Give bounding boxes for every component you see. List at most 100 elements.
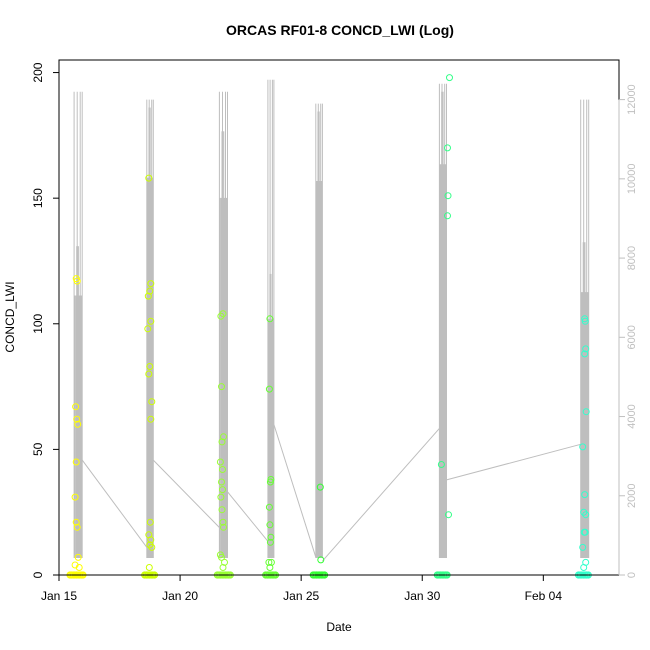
y-tick-label: 150 <box>31 188 45 208</box>
data-point-2-5 <box>216 458 224 466</box>
y2-tick-label: 8000 <box>626 246 638 270</box>
data-point-6-13 <box>580 564 588 571</box>
data-point-2-12 <box>220 523 227 531</box>
y-tick-label: 200 <box>31 62 45 82</box>
data-point-1-2 <box>146 287 154 295</box>
data-point-6-5 <box>579 443 587 451</box>
y-axis-label: CONCD_LWI <box>3 281 17 352</box>
y2-tick-label: 10000 <box>626 164 638 195</box>
data-point-3-1 <box>265 385 273 393</box>
data-point-1-15 <box>145 564 153 571</box>
data-point-0-9 <box>74 553 82 561</box>
data-point-2-6 <box>219 466 226 473</box>
data-point-1-14 <box>148 543 156 551</box>
y2-tick-label: 6000 <box>626 325 638 349</box>
data-point-1-7 <box>145 370 153 378</box>
data-point-0-6 <box>71 493 79 501</box>
y2-tick-label: 0 <box>626 572 638 578</box>
data-point-1-4 <box>147 317 155 325</box>
data-point-4-1 <box>317 556 325 564</box>
x-axis-label: Date <box>326 620 352 634</box>
chart-title: ORCAS RF01-8 CONCD_LWI (Log) <box>226 22 454 38</box>
secondary-connector-lines <box>81 424 581 562</box>
y2-tick-label: 2000 <box>626 484 638 508</box>
secondary-flight-spikes-4 <box>315 103 323 558</box>
y2-tick-label: 4000 <box>626 404 638 428</box>
data-point-5-4 <box>437 461 445 468</box>
data-point-2-10 <box>218 506 226 514</box>
y-tick-label: 50 <box>31 442 45 456</box>
data-point-0-4 <box>74 420 82 428</box>
secondary-flight-spikes-5 <box>438 83 447 558</box>
x-tick-label: Jan 30 <box>404 589 440 603</box>
y2-axis: 0 2000 4000 6000 8000 10000 12000 <box>618 84 638 578</box>
secondary-series-layer <box>73 79 590 562</box>
data-point-4-0 <box>316 483 324 491</box>
plot-frame <box>58 59 620 576</box>
data-point-0-1 <box>73 277 81 285</box>
data-point-6-3 <box>581 350 589 358</box>
x-tick-label: Jan 25 <box>283 589 319 603</box>
data-point-3-5 <box>266 521 274 529</box>
data-point-6-2 <box>582 345 590 353</box>
data-point-2-9 <box>217 493 225 501</box>
data-point-0-2 <box>72 403 80 411</box>
data-point-6-0 <box>581 315 589 323</box>
data-point-1-0 <box>145 174 153 182</box>
data-point-5-3 <box>444 212 451 220</box>
y-axis: 0 50 100 150 200 <box>31 62 60 578</box>
data-point-0-11 <box>75 564 83 571</box>
data-point-2-16 <box>219 564 227 571</box>
data-point-2-4 <box>218 438 226 446</box>
data-point-1-1 <box>147 280 155 288</box>
data-point-5-0 <box>446 74 453 82</box>
y2-tick-label: 12000 <box>626 84 638 115</box>
data-point-2-3 <box>220 433 227 441</box>
data-point-3-10 <box>266 564 274 571</box>
data-point-2-7 <box>218 478 225 486</box>
x-tick-label: Jan 20 <box>162 589 198 603</box>
x-tick-label: Feb 04 <box>525 589 563 603</box>
data-point-1-12 <box>147 536 155 544</box>
data-point-5-2 <box>444 192 452 200</box>
data-point-6-1 <box>581 317 589 325</box>
data-point-3-3 <box>266 478 274 486</box>
data-point-1-6 <box>146 363 154 370</box>
data-point-3-4 <box>265 503 273 511</box>
data-point-3-7 <box>266 538 274 546</box>
data-point-6-8 <box>582 511 590 519</box>
data-point-0-7 <box>72 518 80 526</box>
y-tick-label: 0 <box>31 571 45 578</box>
data-point-1-10 <box>146 518 154 526</box>
data-point-0-8 <box>73 523 81 531</box>
secondary-flight-spikes-0 <box>73 91 83 558</box>
data-point-3-6 <box>267 533 275 541</box>
data-point-2-15 <box>221 558 228 566</box>
secondary-flight-spikes-6 <box>580 99 590 558</box>
data-point-3-8 <box>265 558 273 566</box>
data-point-6-11 <box>579 543 587 551</box>
x-tick-label: Jan 15 <box>41 589 77 603</box>
data-point-3-9 <box>267 558 275 566</box>
data-point-6-10 <box>581 528 589 536</box>
data-point-1-8 <box>148 398 156 406</box>
y-tick-label: 100 <box>31 313 45 333</box>
data-point-0-5 <box>72 458 80 466</box>
data-point-2-11 <box>219 518 227 526</box>
data-point-1-3 <box>144 292 152 300</box>
data-point-1-5 <box>144 325 152 333</box>
data-point-2-8 <box>219 486 226 494</box>
data-point-5-1 <box>444 144 451 152</box>
data-point-6-4 <box>582 408 590 416</box>
x-axis: Jan 15 Jan 20 Jan 25 Jan 30 Feb 04 <box>41 574 563 603</box>
secondary-flight-spikes-2 <box>218 91 228 558</box>
scatter-points-layer <box>66 74 592 579</box>
data-point-3-2 <box>267 476 275 483</box>
data-point-3-0 <box>266 315 274 323</box>
data-point-0-3 <box>73 415 81 423</box>
data-point-5-5 <box>445 511 452 519</box>
data-point-2-1 <box>219 310 227 318</box>
data-point-2-14 <box>218 553 225 561</box>
data-point-1-9 <box>147 415 155 423</box>
